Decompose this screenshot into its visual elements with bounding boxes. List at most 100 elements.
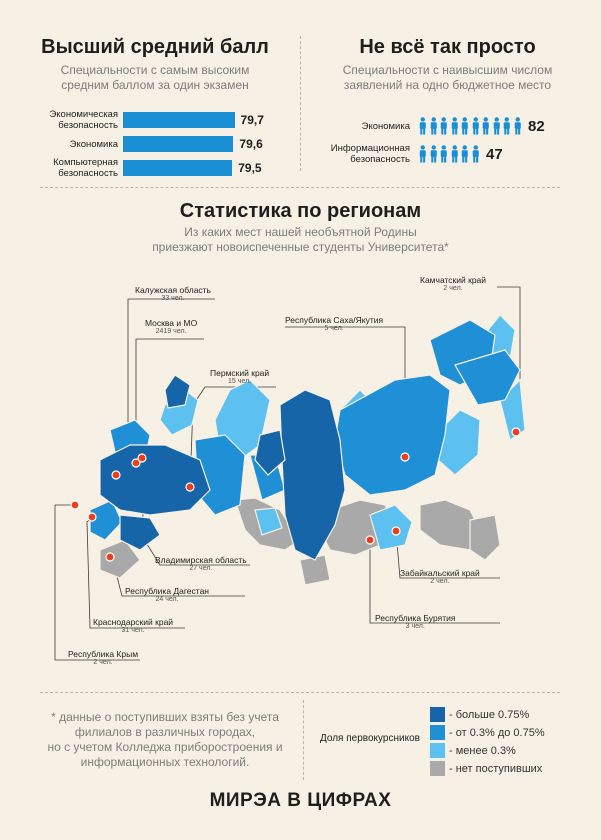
score-bar-row: Экономика 79,6 <box>20 132 290 156</box>
region-label: Республика Саха/Якутия 5 чел. <box>285 315 383 332</box>
legend-swatch <box>430 743 445 758</box>
marker-zabaikalsky <box>391 526 401 536</box>
legend: - больше 0.75% - от 0.3% до 0.75% - менее … <box>430 706 545 778</box>
person-icon <box>472 117 479 135</box>
competition-rows: Экономика 82 Информационная безопасность 47 <box>310 112 590 168</box>
region-count: 2 чел. <box>93 659 113 666</box>
footer-title: МИРЭА В ЦИФРАХ <box>209 790 392 811</box>
region-label: Пермский край 15 чел. <box>210 368 269 385</box>
person-icon <box>419 117 426 135</box>
marker-yakutia <box>400 452 410 462</box>
marker-krasnodar <box>87 512 97 522</box>
person-icon <box>430 117 437 135</box>
region-name: Москва и МО <box>145 318 198 328</box>
best-score-title: Высший средний балл <box>41 36 269 58</box>
region-count: 27 чел. <box>189 565 213 572</box>
person-icon <box>451 145 458 163</box>
competition-value: 82 <box>528 117 545 135</box>
region-name: Республика Бурятия <box>375 613 456 623</box>
bar-value: 79,7 <box>240 113 264 127</box>
marker-dagestan <box>105 552 115 562</box>
person-icon <box>451 117 458 135</box>
top-divider <box>300 36 301 171</box>
legend-title: Доля первокурсников <box>320 733 420 744</box>
regions-subtitle: Из каких мест нашей необъятной Родины пр… <box>152 225 449 254</box>
person-icon <box>503 117 510 135</box>
score-bar-row: Экономическая безопасность 79,7 <box>20 108 290 132</box>
best-score-bars: Экономическая безопасность 79,7 Экономика 79… <box>20 108 290 180</box>
region-label: Краснодарский край 31 чел. <box>93 617 173 634</box>
region-count: 15 чел. <box>228 378 252 385</box>
bar-label: Экономическая безопасность <box>49 109 118 131</box>
person-icon <box>461 117 468 135</box>
footnote: * данные о поступивших взяты без учета ф… <box>47 710 283 769</box>
marker-buryatia <box>365 535 375 545</box>
regions-title: Статистика по регионам <box>179 200 422 222</box>
legend-item: - больше 0.75% <box>430 706 545 723</box>
person-icon <box>482 117 489 135</box>
marker-crimea <box>70 500 80 510</box>
legend-swatch <box>430 707 445 722</box>
region-name: Камчатский край <box>420 275 487 285</box>
competition-subtitle: Специальности с наивысшим числом заявлен… <box>342 63 553 92</box>
region-label: Республика Крым 2 чел. <box>68 649 138 666</box>
region-label: Забайкальский край 2 чел. <box>400 568 480 585</box>
region-label: Москва и МО 2419 чел. <box>145 318 197 335</box>
score-bar-row: Компьютерная безопасность 79,5 <box>20 156 290 180</box>
region-label: Владимирская область 27 чел. <box>155 555 247 572</box>
person-icon <box>493 117 500 135</box>
region-markers <box>70 427 521 562</box>
region-name: Калужская область <box>135 285 211 295</box>
region-count: 2419 чел. <box>155 328 187 335</box>
person-icon <box>430 145 437 163</box>
competition-row: Экономика 82 <box>310 112 590 140</box>
person-icon <box>461 145 468 163</box>
section-divider <box>40 187 560 188</box>
person-icon <box>440 117 447 135</box>
legend-swatch <box>430 725 445 740</box>
marker-moscow <box>131 458 141 468</box>
person-icon <box>472 145 479 163</box>
marker-kamchatka <box>511 427 521 437</box>
map-dark-regions <box>99 374 346 561</box>
region-name: Краснодарский край <box>93 617 174 627</box>
region-count: 33 чел. <box>161 295 185 302</box>
region-label: Калужская область 33 чел. <box>135 285 211 302</box>
legend-label: - больше 0.75% <box>449 708 530 721</box>
legend-swatch <box>430 761 445 776</box>
region-count: 2 чел. <box>443 285 463 292</box>
region-name: Республика Дагестан <box>125 586 210 596</box>
region-count: 3 чел. <box>405 623 425 630</box>
region-name: Забайкальский край <box>400 568 480 578</box>
region-count: 5 чел. <box>324 325 344 332</box>
bottom-divider <box>40 692 560 693</box>
competition-title: Не всё так просто <box>359 36 536 58</box>
person-icon <box>440 145 447 163</box>
region-count: 2 чел. <box>430 578 450 585</box>
people-icons <box>418 117 522 135</box>
score-bar <box>123 160 233 176</box>
footer-divider <box>303 700 304 780</box>
region-label: Республика Дагестан 24 чел. <box>125 586 209 603</box>
region-name: Республика Саха/Якутия <box>285 315 384 325</box>
legend-label: - нет поступивших <box>449 762 543 775</box>
people-icons <box>418 145 480 163</box>
bar-label: Экономика <box>69 138 118 150</box>
score-bar <box>123 112 235 128</box>
region-name: Республика Крым <box>68 649 139 659</box>
competition-value: 47 <box>486 145 503 163</box>
region-count: 24 чел. <box>155 596 179 603</box>
bar-value: 79,6 <box>239 137 263 151</box>
bar-value: 79,5 <box>238 161 262 175</box>
legend-label: - менее 0.3% <box>449 744 516 757</box>
competition-row: Информационная безопасность 47 <box>310 140 590 168</box>
score-bar <box>123 136 234 152</box>
person-icon <box>514 117 521 135</box>
marker-vladimir <box>137 453 147 463</box>
region-name: Пермский край <box>210 368 270 378</box>
region-label: Республика Бурятия 3 чел. <box>375 613 455 630</box>
bar-label: Компьютерная безопасность <box>53 157 118 179</box>
legend-item: - от 0.3% до 0.75% <box>430 724 545 741</box>
competition-label: Информационная безопасность <box>330 143 410 165</box>
person-icon <box>419 145 426 163</box>
